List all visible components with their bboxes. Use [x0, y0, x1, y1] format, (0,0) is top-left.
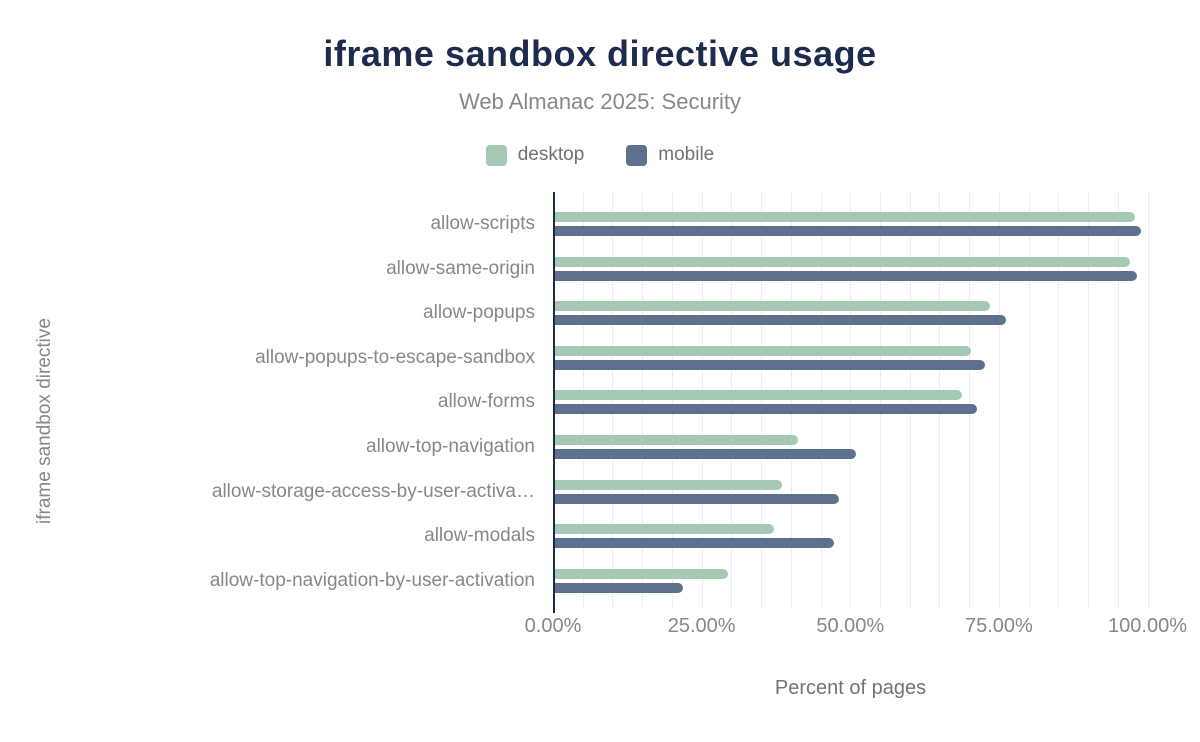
legend-item-desktop[interactable]: desktop [485, 144, 585, 166]
gridline [1117, 192, 1119, 608]
category-label: allow-scripts [430, 213, 535, 234]
plot-area [553, 192, 1156, 613]
legend: desktop mobile [0, 142, 1200, 168]
bar-desktop-allow-modals[interactable] [555, 524, 775, 535]
bar-desktop-allow-popups[interactable] [555, 301, 991, 312]
category-label: allow-top-navigation-by-user-activation [209, 569, 535, 591]
bar-desktop-allow-storage-access-by-user-activa-[interactable] [555, 479, 783, 490]
x-tick-label: 75.00% [964, 615, 1033, 637]
category-label: allow-top-navigation [366, 436, 535, 457]
category-label: allow-popups-to-escape-sandbox [255, 346, 535, 368]
x-axis-tick-labels: 0.00% 25.00% 50.00% 75.00% 100.00% [525, 615, 1187, 641]
gridline [1028, 192, 1030, 608]
bar-mobile-allow-modals[interactable] [555, 538, 834, 549]
legend-label-desktop: desktop [517, 144, 585, 165]
category-label: allow-same-origin [386, 257, 535, 279]
gridline [1088, 192, 1090, 608]
bar-mobile-allow-popups[interactable] [555, 315, 1007, 326]
bar-mobile-allow-top-navigation-by-user-activation[interactable] [555, 582, 684, 593]
x-tick-label: 100.00% [1108, 615, 1187, 637]
bar-desktop-allow-same-origin[interactable] [555, 256, 1131, 267]
bar-desktop-allow-popups-to-escape-sandbox[interactable] [555, 345, 971, 356]
x-tick-label: 0.00% [524, 615, 582, 637]
category-axis-labels: allow-scripts allow-same-origin allow-popu… [0, 192, 545, 608]
bar-mobile-allow-scripts[interactable] [555, 226, 1141, 236]
bar-mobile-allow-forms[interactable] [555, 404, 977, 415]
bar-mobile-allow-popups-to-escape-sandbox[interactable] [555, 359, 986, 370]
gridline [1058, 192, 1060, 608]
legend-label-mobile: mobile [658, 144, 715, 165]
x-tick-label: 25.00% [667, 615, 736, 637]
x-axis-title: Percent of pages [774, 677, 927, 699]
category-label: allow-modals [424, 525, 535, 547]
gridline [998, 192, 1000, 608]
category-label: allow-storage-access-by-user-activa… [211, 480, 535, 502]
bar-desktop-allow-top-navigation[interactable] [555, 435, 799, 445]
category-label: allow-forms [437, 391, 535, 413]
bar-mobile-allow-same-origin[interactable] [555, 270, 1137, 281]
bar-mobile-allow-top-navigation[interactable] [555, 449, 857, 459]
x-tick-label: 50.00% [816, 615, 885, 637]
desktop-swatch-icon [485, 144, 507, 166]
bar-desktop-allow-scripts[interactable] [555, 212, 1135, 222]
chart-subtitle: Web Almanac 2025: Security [458, 89, 742, 114]
bar-desktop-allow-top-navigation-by-user-activation[interactable] [555, 568, 728, 579]
category-label: allow-popups [423, 302, 535, 324]
bar-desktop-allow-forms[interactable] [555, 390, 963, 401]
mobile-swatch-icon [626, 144, 648, 166]
legend-item-mobile[interactable]: mobile [626, 144, 714, 166]
bar-mobile-allow-storage-access-by-user-activa-[interactable] [555, 493, 839, 504]
gridline [1147, 192, 1149, 608]
gridline [969, 192, 971, 608]
chart-title: iframe sandbox directive usage [323, 33, 877, 74]
y-axis-line [553, 192, 555, 613]
